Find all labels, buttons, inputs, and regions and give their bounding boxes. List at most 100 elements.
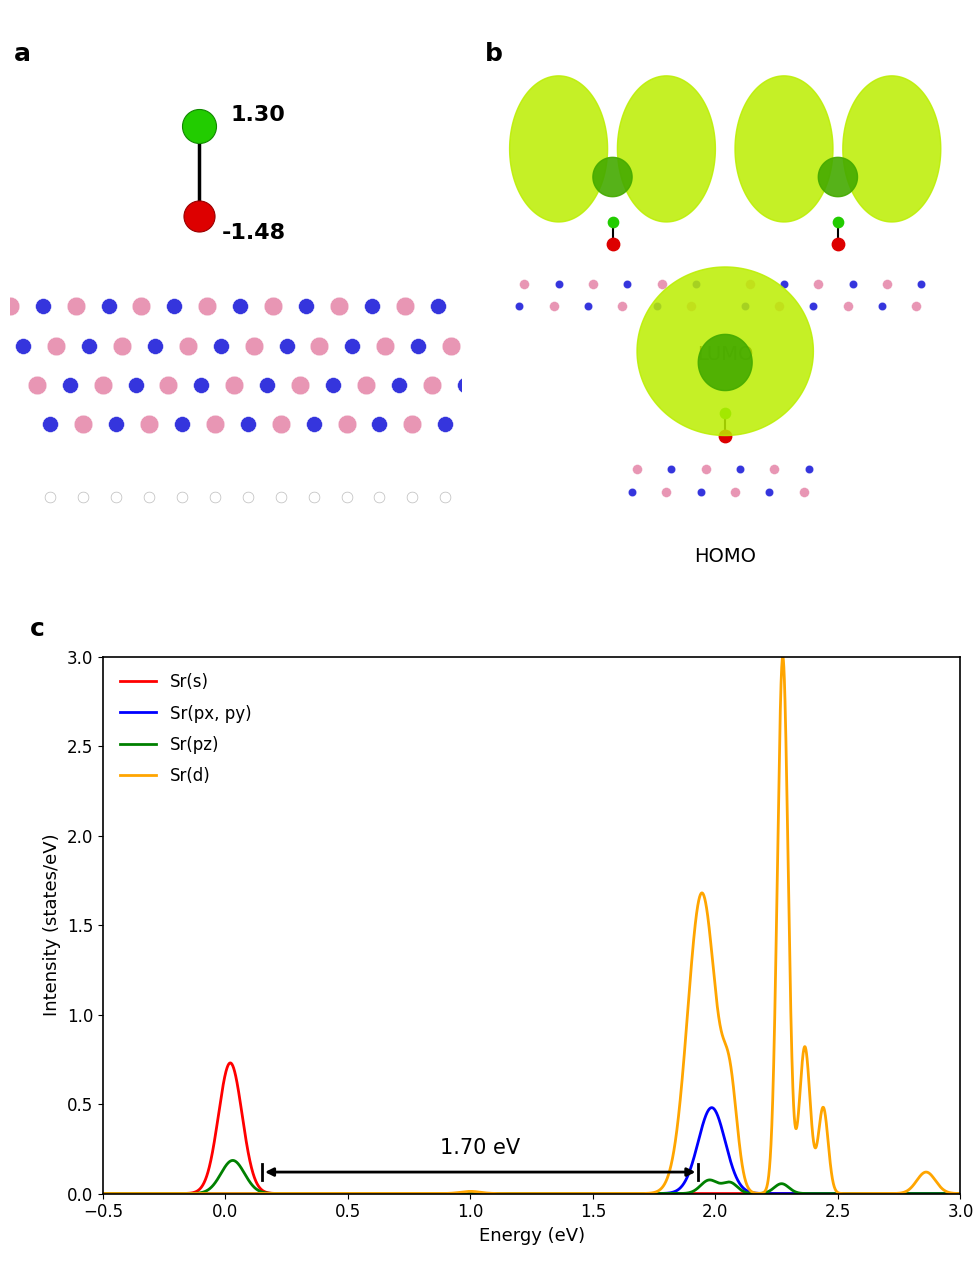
Sr(px, py)	[733, 1175, 745, 1190]
Point	[199, 296, 215, 316]
Point	[207, 488, 222, 508]
Sr(pz)	[408, 1186, 419, 1201]
Sr(px, py)	[642, 1186, 654, 1201]
Text: -1.48: -1.48	[221, 222, 286, 242]
Sr(d)	[605, 1186, 616, 1201]
Point	[766, 460, 782, 480]
Point	[654, 274, 669, 294]
Sr(d)	[140, 1186, 152, 1201]
Point	[48, 336, 64, 356]
Sr(s)	[779, 1186, 791, 1201]
Point	[101, 296, 117, 316]
Sr(s)	[642, 1186, 654, 1201]
Point	[232, 296, 248, 316]
Point	[133, 296, 149, 316]
Text: HOMO: HOMO	[694, 547, 757, 566]
Sr(px, py)	[955, 1186, 966, 1201]
Point	[717, 426, 733, 446]
Point	[830, 212, 846, 232]
Point	[194, 375, 210, 395]
Point	[191, 206, 207, 226]
Polygon shape	[843, 76, 941, 222]
Point	[191, 116, 207, 136]
Point	[207, 414, 222, 434]
Point	[913, 274, 929, 294]
Point	[430, 296, 446, 316]
Polygon shape	[593, 158, 632, 197]
Sr(s)	[408, 1186, 419, 1201]
Sr(pz)	[778, 1177, 790, 1192]
Point	[605, 235, 620, 255]
Point	[624, 481, 640, 501]
Point	[470, 414, 486, 434]
Point	[698, 460, 713, 480]
Polygon shape	[818, 158, 858, 197]
Sr(s)	[97, 1186, 109, 1201]
Sr(d)	[778, 676, 790, 691]
Point	[306, 488, 321, 508]
Point	[109, 488, 124, 508]
Sr(px, py)	[778, 1186, 790, 1201]
Point	[879, 274, 895, 294]
Sr(d)	[408, 1186, 419, 1201]
Point	[470, 488, 486, 508]
Sr(d)	[777, 649, 789, 664]
Point	[605, 212, 620, 232]
Point	[776, 274, 792, 294]
Sr(s)	[605, 1186, 616, 1201]
Legend: Sr(s), Sr(px, py), Sr(pz), Sr(d): Sr(s), Sr(px, py), Sr(pz), Sr(d)	[112, 666, 260, 793]
Point	[278, 336, 294, 356]
Point	[161, 375, 176, 395]
Point	[411, 336, 426, 356]
Point	[391, 375, 407, 395]
Point	[306, 414, 321, 434]
Sr(s)	[224, 1056, 236, 1071]
Polygon shape	[699, 335, 753, 390]
Point	[331, 296, 347, 316]
Text: LUMO: LUMO	[697, 345, 754, 364]
Point	[272, 414, 288, 434]
Point	[272, 488, 288, 508]
Point	[732, 460, 748, 480]
Polygon shape	[510, 76, 608, 222]
Point	[806, 296, 821, 316]
Polygon shape	[735, 76, 833, 222]
Point	[167, 296, 182, 316]
Line: Sr(pz): Sr(pz)	[103, 1161, 960, 1194]
Point	[29, 375, 45, 395]
Point	[240, 414, 256, 434]
Point	[796, 481, 811, 501]
Point	[141, 414, 157, 434]
Y-axis label: Intensity (states/eV): Intensity (states/eV)	[43, 834, 61, 1017]
Point	[75, 414, 91, 434]
Point	[339, 414, 355, 434]
Point	[95, 375, 111, 395]
Text: 1.70 eV: 1.70 eV	[440, 1138, 520, 1158]
Point	[737, 296, 753, 316]
Text: a: a	[15, 42, 31, 66]
Text: b: b	[485, 42, 503, 66]
Point	[312, 336, 327, 356]
Point	[683, 296, 699, 316]
Sr(s)	[955, 1186, 966, 1201]
Text: 1.30: 1.30	[230, 105, 285, 125]
Point	[512, 296, 527, 316]
Point	[371, 488, 387, 508]
Point	[693, 481, 709, 501]
Sr(px, py)	[140, 1186, 152, 1201]
Point	[213, 336, 228, 356]
Point	[771, 296, 787, 316]
Point	[629, 460, 645, 480]
Point	[35, 296, 51, 316]
Point	[663, 460, 679, 480]
Point	[908, 296, 924, 316]
Point	[240, 488, 256, 508]
Point	[127, 375, 143, 395]
Point	[180, 336, 196, 356]
Point	[845, 274, 860, 294]
Point	[405, 414, 420, 434]
Line: Sr(s): Sr(s)	[103, 1063, 960, 1194]
Point	[377, 336, 393, 356]
Point	[397, 296, 413, 316]
Sr(pz)	[733, 1181, 745, 1196]
